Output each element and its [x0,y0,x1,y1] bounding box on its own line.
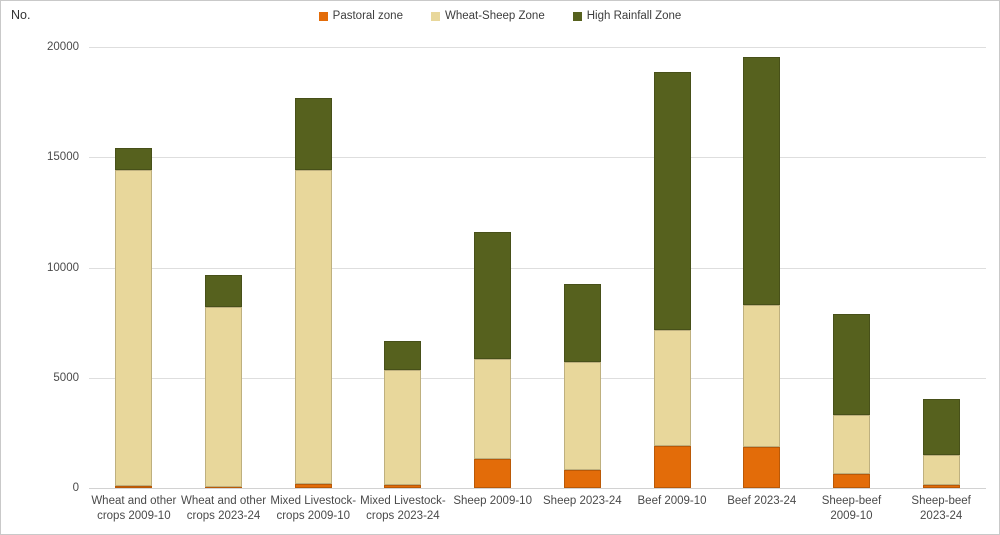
bar-segment-pastoral-zone [115,485,153,488]
legend-label: Pastoral zone [332,10,403,22]
x-category-label-mixed-livestock-crops-2009-10: Mixed Livestock-crops 2009-10 [270,495,357,522]
bar-segment-high-rainfall-zone [653,72,691,331]
bar-segment-high-rainfall-zone [205,275,243,308]
bar-segment-wheat-sheep-zone [563,362,601,471]
x-category-label-mixed-livestock-crops-2023-24: Mixed Livestock-crops 2023-24 [360,495,446,522]
bar-segment-wheat-sheep-zone [384,370,422,485]
legend-swatch-wheat-sheep-zone [430,11,440,21]
chart-legend: Pastoral zone Wheat-Sheep Zone High Rainfa… [1,10,999,22]
legend-label: Wheat-Sheep Zone [444,10,545,22]
y-tick-label-10000: 10000 [47,261,79,274]
bar-segment-high-rainfall-zone [294,97,332,171]
legend-item-high-rainfall-zone: High Rainfall Zone [572,10,682,22]
bar-segment-wheat-sheep-zone [205,307,243,487]
y-axis-unit-label: No. [11,8,31,22]
x-category-label-beef-2023-24: Beef 2023-24 [727,495,797,507]
gridline-10000 [89,267,986,269]
bar-segment-pastoral-zone [653,446,691,488]
bar-segment-wheat-sheep-zone [922,454,960,485]
bar-segment-wheat-sheep-zone [294,170,332,484]
bar-segment-pastoral-zone [922,484,960,488]
x-category-label-wheat-and-other-crops-2009-10: Wheat and other crops 2009-10 [91,495,177,522]
gridline-20000 [89,47,986,48]
bar-segment-high-rainfall-zone [474,232,512,360]
legend-item-pastoral-zone: Pastoral zone [318,10,403,22]
bar-segment-high-rainfall-zone [563,284,601,363]
bar-segment-wheat-sheep-zone [474,359,512,460]
gridline-0 [89,488,986,489]
gridline-5000 [89,377,986,379]
bar-segment-pastoral-zone [294,483,332,488]
legend-item-wheat-sheep-zone: Wheat-Sheep Zone [430,10,545,22]
bar-segment-pastoral-zone [743,447,781,488]
plot-area [89,47,986,489]
bar-segment-wheat-sheep-zone [743,305,781,448]
y-tick-label-0: 0 [72,482,79,494]
bar-segment-pastoral-zone [832,473,870,488]
legend-label: High Rainfall Zone [586,10,682,22]
bar-segment-wheat-sheep-zone [832,415,870,474]
bar-segment-high-rainfall-zone [922,398,960,455]
bar-segment-pastoral-zone [563,470,601,488]
y-tick-label-5000: 5000 [53,371,79,384]
bar-segment-high-rainfall-zone [743,56,781,305]
x-category-label-beef-2009-10: Beef 2009-10 [637,495,707,507]
x-category-label-wheat-and-other-crops-2023-24: Wheat and other crops 2023-24 [181,495,267,522]
x-category-label-sheep-beef-2023-24: Sheep-beef 2023-24 [911,495,971,522]
gridline-15000 [89,157,986,159]
bar-segment-pastoral-zone [384,484,422,488]
y-tick-label-20000: 20000 [47,41,79,53]
bar-segment-pastoral-zone [474,459,512,488]
legend-swatch-pastoral-zone [318,11,328,21]
x-category-label-sheep-2023-24: Sheep 2023-24 [543,495,622,507]
y-tick-label-15000: 15000 [47,151,79,164]
bar-segment-wheat-sheep-zone [653,330,691,447]
bar-segment-high-rainfall-zone [384,341,422,371]
legend-swatch-high-rainfall-zone [572,11,582,21]
bar-segment-high-rainfall-zone [115,148,153,171]
x-category-label-sheep-beef-2009-10: Sheep-beef 2009-10 [821,495,882,522]
x-category-label-sheep-2009-10: Sheep 2009-10 [453,495,532,507]
bar-segment-wheat-sheep-zone [115,170,153,486]
bar-segment-high-rainfall-zone [832,313,870,416]
